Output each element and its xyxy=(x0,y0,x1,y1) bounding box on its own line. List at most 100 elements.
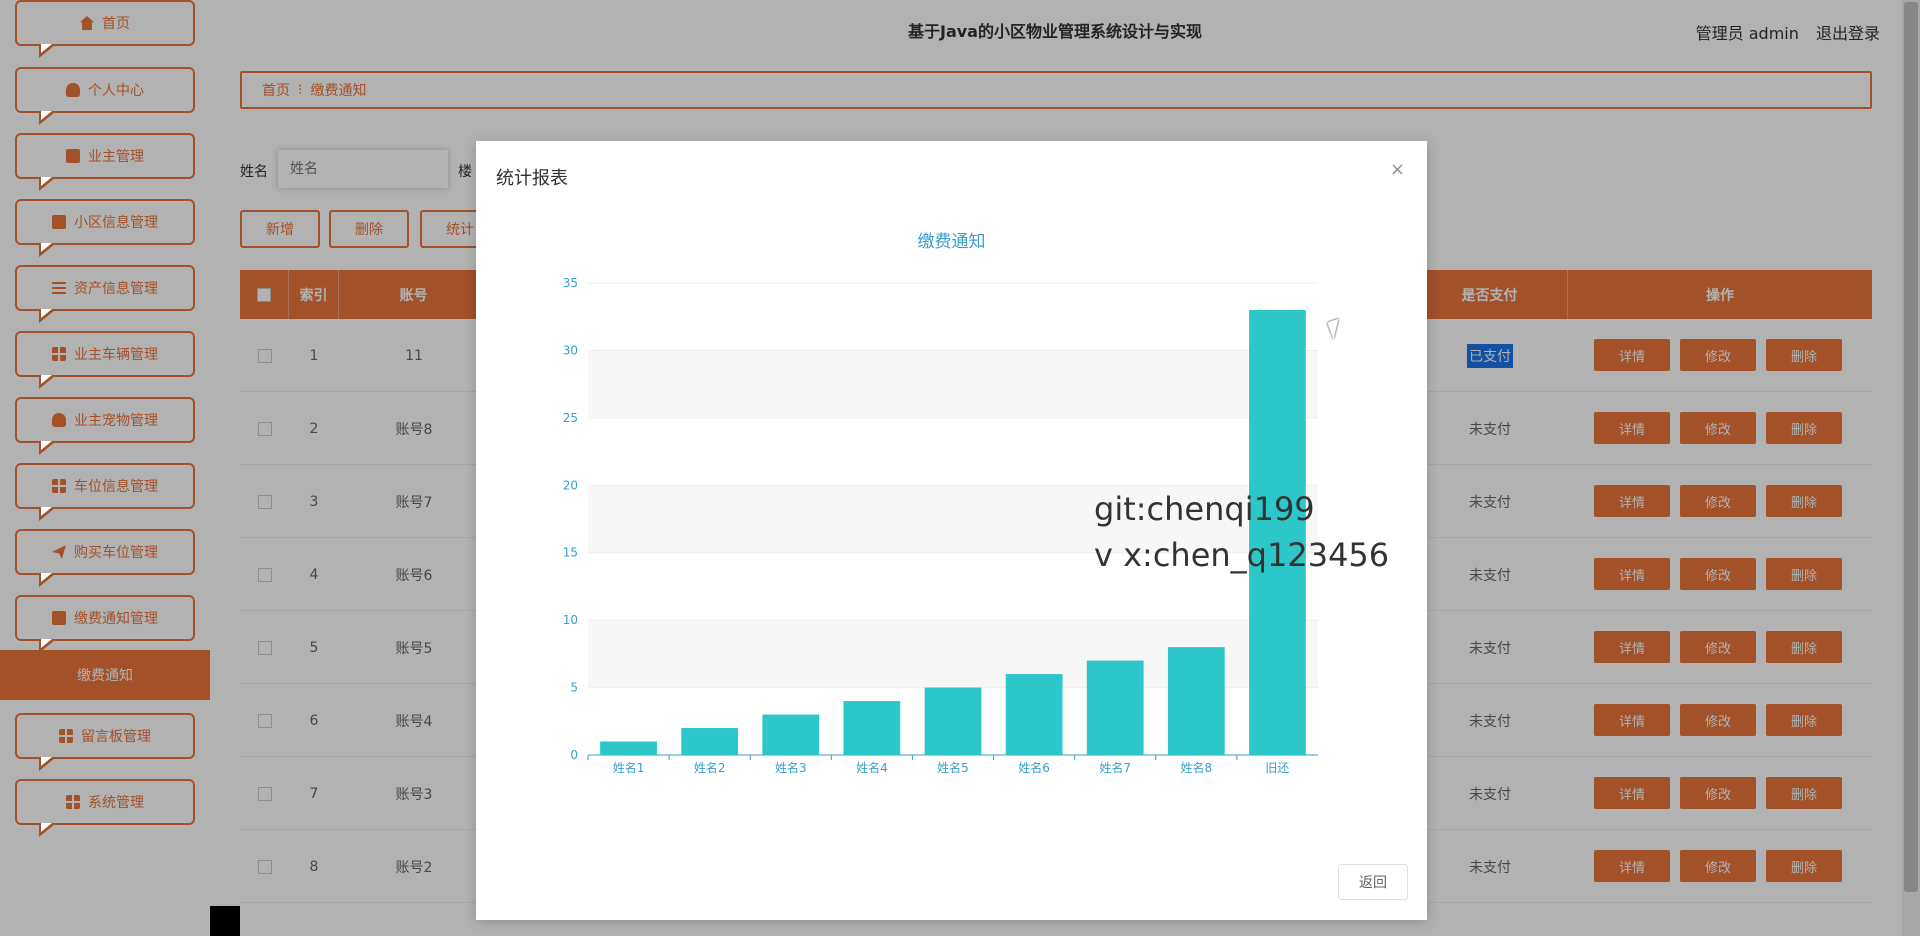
detail-button[interactable]: 详情 xyxy=(1594,850,1670,882)
row-checkbox[interactable] xyxy=(257,640,272,655)
sidebar-item-home[interactable]: 首页 xyxy=(15,0,195,58)
back-button[interactable]: 返回 xyxy=(1338,864,1408,900)
row-checkbox[interactable] xyxy=(257,786,272,801)
edit-button[interactable]: 修改 xyxy=(1680,704,1756,736)
detail-button[interactable]: 详情 xyxy=(1594,485,1670,517)
edit-button[interactable]: 修改 xyxy=(1680,850,1756,882)
delete-row-button[interactable]: 删除 xyxy=(1766,339,1842,371)
sidebar-item-label: 车位信息管理 xyxy=(74,479,158,495)
detail-button[interactable]: 详情 xyxy=(1594,777,1670,809)
y-tick-label: 0 xyxy=(570,748,578,762)
edit-button[interactable]: 修改 xyxy=(1680,558,1756,590)
row-select-cell xyxy=(240,611,289,684)
sidebar-item-parking[interactable]: 车位信息管理 xyxy=(15,463,195,521)
sidebar: 首页 个人中心 业主管理 小区信息管理 资产信息管理 业主车辆管理 业主宠物管理… xyxy=(0,0,210,936)
row-checkbox[interactable] xyxy=(257,859,272,874)
sidebar-item-vehicles[interactable]: 业主车辆管理 xyxy=(15,331,195,389)
bar[interactable] xyxy=(924,687,982,755)
add-button[interactable]: 新增 xyxy=(240,210,320,248)
x-tick-label: 旧还 xyxy=(1265,761,1289,775)
watermark-line-1: git:chenqi199 xyxy=(1094,490,1315,528)
row-paid-cell: 未支付 xyxy=(1412,830,1568,903)
logout-link[interactable]: 退出登录 xyxy=(1815,24,1880,43)
book-icon xyxy=(52,611,66,625)
detail-button[interactable]: 详情 xyxy=(1594,704,1670,736)
bar[interactable] xyxy=(1167,647,1225,755)
chart-title: 缴费通知 xyxy=(917,232,986,252)
edit-button[interactable]: 修改 xyxy=(1680,777,1756,809)
sidebar-item-payment-notices[interactable]: 缴费通知管理 xyxy=(15,595,195,653)
row-index: 8 xyxy=(309,858,319,875)
monitor-icon xyxy=(52,215,66,229)
sidebar-item-profile[interactable]: 个人中心 xyxy=(15,67,195,125)
edit-button[interactable]: 修改 xyxy=(1680,485,1756,517)
detail-button[interactable]: 详情 xyxy=(1594,631,1670,663)
sidebar-item-label: 缴费通知管理 xyxy=(74,611,158,627)
sidebar-item-assets[interactable]: 资产信息管理 xyxy=(15,265,195,323)
edit-button[interactable]: 修改 xyxy=(1680,412,1756,444)
scrollbar-thumb[interactable] xyxy=(1904,2,1918,892)
row-checkbox[interactable] xyxy=(257,421,272,436)
paid-status: 未支付 xyxy=(1469,713,1511,730)
row-select-cell xyxy=(240,830,289,903)
sidebar-subitem-payment-notice[interactable]: 缴费通知 xyxy=(0,650,210,700)
row-paid-cell: 未支付 xyxy=(1412,392,1568,465)
sidebar-item-owners[interactable]: 业主管理 xyxy=(15,133,195,191)
delete-row-button[interactable]: 删除 xyxy=(1766,631,1842,663)
header-paid: 是否支付 xyxy=(1412,270,1568,319)
bar[interactable] xyxy=(843,701,901,755)
bar[interactable] xyxy=(1086,660,1144,755)
select-all-checkbox[interactable] xyxy=(257,287,271,302)
sidebar-item-label: 留言板管理 xyxy=(81,729,151,745)
breadcrumb-home[interactable]: 首页 xyxy=(262,83,290,99)
sidebar-item-label: 资产信息管理 xyxy=(74,281,158,297)
paid-status: 已支付 xyxy=(1467,343,1513,368)
delete-button[interactable]: 删除 xyxy=(329,210,409,248)
breadcrumb-current: 缴费通知 xyxy=(310,83,367,99)
y-tick-label: 20 xyxy=(563,478,578,492)
delete-row-button[interactable]: 删除 xyxy=(1766,558,1842,590)
search-label-building: 楼 xyxy=(458,164,472,180)
row-index: 3 xyxy=(309,493,319,510)
paid-status: 未支付 xyxy=(1469,859,1511,876)
y-tick-label: 10 xyxy=(563,613,578,627)
x-tick-label: 姓名1 xyxy=(613,760,645,775)
delete-row-button[interactable]: 删除 xyxy=(1766,777,1842,809)
delete-row-button[interactable]: 删除 xyxy=(1766,704,1842,736)
row-paid-cell: 未支付 xyxy=(1412,684,1568,757)
sidebar-item-message-board[interactable]: 留言板管理 xyxy=(15,713,195,771)
sidebar-item-pets[interactable]: 业主宠物管理 xyxy=(15,397,195,455)
watermark: git:chenqi199 v x:chen_q123456 xyxy=(1094,486,1389,578)
sidebar-item-label: 系统管理 xyxy=(88,795,144,811)
bar[interactable] xyxy=(1005,674,1063,755)
edit-button[interactable]: 修改 xyxy=(1680,631,1756,663)
scrollbar[interactable] xyxy=(1902,0,1920,936)
bar[interactable] xyxy=(762,714,820,755)
detail-button[interactable]: 详情 xyxy=(1594,558,1670,590)
y-tick-label: 5 xyxy=(570,681,578,695)
row-checkbox[interactable] xyxy=(257,348,272,363)
sidebar-item-system[interactable]: 系统管理 xyxy=(15,779,195,837)
delete-row-button[interactable]: 删除 xyxy=(1766,485,1842,517)
sidebar-item-community[interactable]: 小区信息管理 xyxy=(15,199,195,257)
delete-row-button[interactable]: 删除 xyxy=(1766,850,1842,882)
detail-button[interactable]: 详情 xyxy=(1594,339,1670,371)
paid-status: 未支付 xyxy=(1469,786,1511,803)
grid-icon xyxy=(59,729,73,743)
user-info: 管理员 admin 退出登录 xyxy=(1684,20,1880,44)
x-tick-label: 姓名3 xyxy=(775,760,807,775)
row-checkbox[interactable] xyxy=(257,567,272,582)
grid-band xyxy=(588,350,1318,418)
close-icon[interactable]: × xyxy=(1389,159,1405,180)
row-checkbox[interactable] xyxy=(257,494,272,509)
bar[interactable] xyxy=(600,741,657,755)
y-tick-label: 15 xyxy=(563,546,578,560)
delete-row-button[interactable]: 删除 xyxy=(1766,412,1842,444)
row-checkbox[interactable] xyxy=(257,713,272,728)
bar[interactable] xyxy=(1249,309,1306,755)
bar[interactable] xyxy=(681,728,739,755)
sidebar-item-buy-parking[interactable]: 购买车位管理 xyxy=(15,529,195,587)
detail-button[interactable]: 详情 xyxy=(1594,412,1670,444)
edit-button[interactable]: 修改 xyxy=(1680,339,1756,371)
name-search-input[interactable] xyxy=(278,150,448,188)
